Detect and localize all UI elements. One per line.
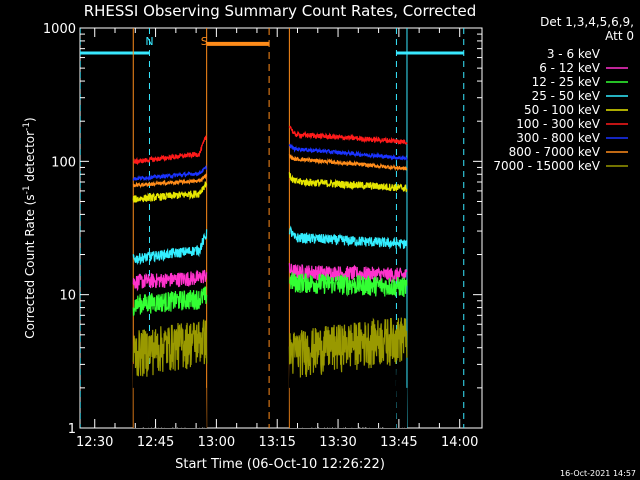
series-1-segment-2 — [288, 263, 408, 283]
y-axis-label-sup1: -1 — [22, 185, 32, 194]
series-1-segment-1 — [132, 269, 208, 292]
series-7-segment-1 — [132, 173, 208, 189]
marker-s: S — [201, 35, 208, 48]
series-6-segment-1 — [132, 164, 208, 182]
y-axis-label-sup2: -1 — [22, 122, 32, 131]
series-layer — [132, 125, 408, 428]
series-7 — [132, 154, 408, 189]
series-1 — [132, 263, 408, 292]
x-tick-label: 13:00 — [198, 435, 235, 450]
y-axis-label: Corrected Count Rate (s-1 detector-1) — [22, 117, 37, 338]
legend-label-8: 7000 - 15000 keV — [493, 159, 600, 173]
footer-timestamp: 16-Oct-2021 14:57 — [560, 469, 636, 478]
legend-label-4: 50 - 100 keV — [524, 103, 601, 117]
y-tick-label: 1000 — [43, 22, 76, 37]
series-2 — [132, 272, 408, 317]
y-tick-label: 1 — [68, 422, 76, 437]
y-axis: 1 10 100 1000 — [43, 22, 482, 437]
series-3-segment-2 — [288, 225, 408, 250]
series-4 — [132, 172, 408, 203]
legend-label-5: 100 - 300 keV — [516, 117, 600, 131]
y-tick-label: 100 — [51, 155, 76, 170]
series-6-segment-2 — [288, 143, 408, 161]
y-axis-label-main: Corrected Count Rate (s — [23, 194, 37, 338]
legend-label-7: 800 - 7000 keV — [509, 145, 601, 159]
marker-n: N — [145, 35, 153, 48]
x-axis: 12:30 12:45 13:00 13:15 13:30 13:45 14:00 — [76, 28, 478, 450]
legend-label-3: 25 - 50 keV — [532, 89, 601, 103]
x-tick-label: 13:15 — [258, 435, 295, 450]
series-5-segment-1 — [132, 135, 207, 166]
series-0 — [132, 363, 408, 428]
x-tick-label: 13:45 — [380, 435, 417, 450]
series-8 — [132, 317, 408, 378]
legend-label-1: 6 - 12 keV — [539, 61, 601, 75]
series-0-segment-1 — [132, 363, 207, 428]
x-tick-label: 12:30 — [76, 435, 113, 450]
series-0-segment-2 — [288, 363, 408, 428]
series-5 — [132, 125, 408, 166]
y-tick-label: 10 — [59, 289, 76, 304]
series-2-segment-1 — [132, 286, 208, 317]
series-8-segment-1 — [132, 319, 208, 377]
x-tick-label: 12:45 — [137, 435, 174, 450]
legend-title-line-1: Det 1,3,4,5,6,9, — [540, 15, 634, 29]
y-axis-label-mid: detector — [23, 131, 37, 186]
series-3-segment-1 — [132, 229, 208, 266]
chart-title: RHESSI Observing Summary Count Rates, Co… — [84, 2, 477, 20]
series-4-segment-1 — [132, 181, 208, 203]
series-8-segment-2 — [288, 317, 408, 378]
series-7-segment-2 — [288, 154, 408, 172]
series-6 — [132, 143, 408, 182]
series-3 — [132, 225, 408, 266]
y-axis-label-end: ) — [23, 117, 37, 122]
series-2-segment-2 — [289, 272, 408, 298]
legend-label-6: 300 - 800 keV — [516, 131, 600, 145]
legend-title-line-2: Att 0 — [605, 29, 634, 43]
x-tick-label: 14:00 — [441, 435, 478, 450]
legend-label-2: 12 - 25 keV — [532, 75, 601, 89]
series-4-segment-2 — [288, 172, 408, 193]
legend-label-0: 3 - 6 keV — [547, 47, 601, 61]
x-tick-label: 13:30 — [319, 435, 356, 450]
x-axis-label: Start Time (06-Oct-10 12:26:22) — [175, 457, 385, 472]
series-5-segment-2 — [288, 125, 408, 145]
